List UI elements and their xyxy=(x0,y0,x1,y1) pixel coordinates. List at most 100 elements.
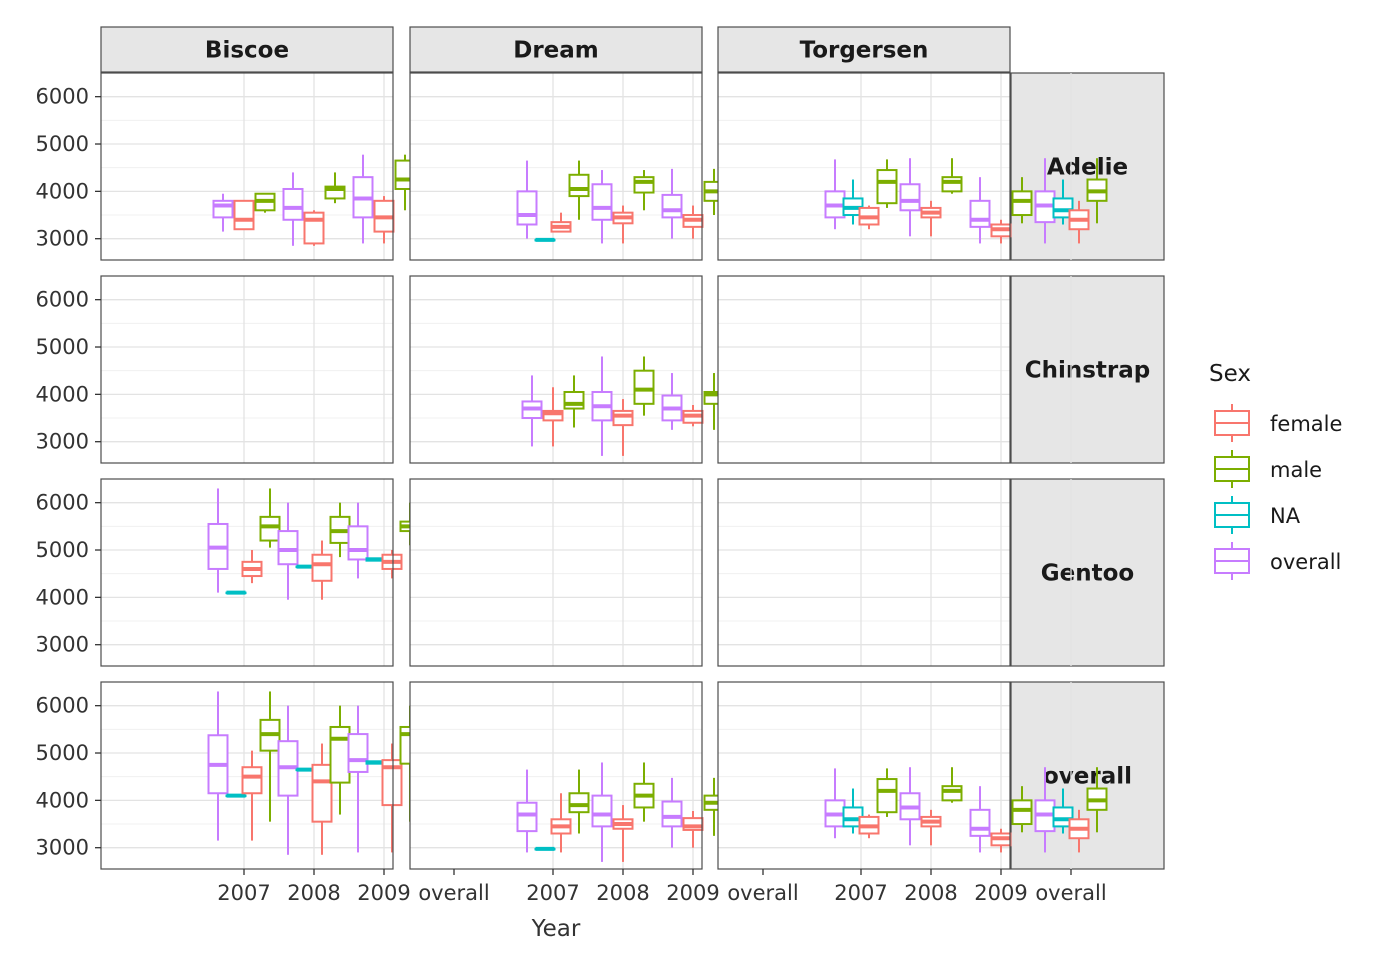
y-tick-label: 4000 xyxy=(36,179,89,203)
box-iqr xyxy=(563,390,585,410)
panel-border xyxy=(409,275,703,464)
box-female-2008 xyxy=(311,743,333,855)
box-overall-2007 xyxy=(521,375,543,447)
box-overall-2009 xyxy=(661,373,683,430)
box-iqr xyxy=(311,763,333,823)
box-overall-2008 xyxy=(591,170,613,244)
box-iqr xyxy=(259,515,281,542)
x-tick-label: 2009 xyxy=(357,881,410,905)
box-overall-2008 xyxy=(277,502,299,600)
y-tick-label: 3000 xyxy=(36,430,89,454)
strip-label-col-1: Dream xyxy=(513,38,599,64)
box-female-2007 xyxy=(241,750,263,841)
box-iqr xyxy=(329,725,351,784)
box-female-2008 xyxy=(303,210,325,246)
panel-border xyxy=(717,681,1011,870)
panel-border xyxy=(717,72,1011,261)
box-male-2009 xyxy=(1011,786,1033,833)
x-tick-label: 2009 xyxy=(974,881,1027,905)
panel-bg xyxy=(718,276,1010,463)
strip-row-2 xyxy=(1010,478,1165,667)
panel-3-2 xyxy=(717,681,1108,870)
legend-key-female xyxy=(1214,404,1250,442)
panel-border xyxy=(100,681,394,870)
panel-border xyxy=(409,72,703,261)
box-overall-2008 xyxy=(591,356,613,456)
strip-label-row-2: Gentoo xyxy=(1041,561,1134,587)
box-female-2009 xyxy=(373,196,395,244)
box-overall-2009 xyxy=(969,786,991,853)
strip-label-row-3: overall xyxy=(1043,764,1132,790)
box-male-2008 xyxy=(324,172,346,204)
y-tick-label: 5000 xyxy=(36,741,89,765)
panel-bg xyxy=(410,479,702,666)
box-iqr xyxy=(233,199,255,231)
legend-label-male: male xyxy=(1270,458,1322,482)
x-tick-label: 2008 xyxy=(904,881,957,905)
box-male-2008 xyxy=(633,170,655,211)
y-tick-label: 3000 xyxy=(36,633,89,657)
box-iqr xyxy=(941,176,963,193)
box-iqr xyxy=(241,766,263,795)
x-tick-label: 2007 xyxy=(834,881,887,905)
panel-bg xyxy=(101,276,393,463)
box-female-2008 xyxy=(612,205,634,244)
legend-title: Sex xyxy=(1209,361,1251,387)
y-tick-label: 5000 xyxy=(36,132,89,156)
box-male-2007 xyxy=(254,192,276,213)
panel-bg xyxy=(718,73,1010,260)
box-iqr xyxy=(876,778,898,814)
panel-border xyxy=(409,681,703,870)
box-male-2008 xyxy=(941,158,963,194)
box-male-overall xyxy=(1086,158,1108,224)
box-iqr xyxy=(1011,799,1033,826)
box-iqr xyxy=(347,733,369,773)
box-overall-2009 xyxy=(347,502,369,579)
y-tick-label: 6000 xyxy=(36,491,89,515)
legend-label-female: female xyxy=(1270,412,1342,436)
strip-col-0 xyxy=(100,26,394,73)
box-overall-2008 xyxy=(591,762,613,862)
box-overall-2008 xyxy=(282,172,304,246)
box-overall-2008 xyxy=(277,705,299,855)
box-male-2007 xyxy=(259,691,281,822)
panel-bg xyxy=(410,682,702,869)
strip-label-row-1: Chinstrap xyxy=(1025,358,1151,384)
panel-1-2 xyxy=(717,275,1072,464)
box-NA-2007 xyxy=(534,846,556,851)
box-female-2007 xyxy=(233,199,255,231)
box-female-2009 xyxy=(381,550,403,579)
x-tick-label: 2007 xyxy=(217,881,270,905)
legend-key-overall xyxy=(1214,542,1250,580)
box-iqr xyxy=(381,759,403,807)
box-female-2007 xyxy=(241,550,263,584)
box-male-overall xyxy=(1086,767,1108,833)
panel-border xyxy=(100,478,394,667)
panel-3-0 xyxy=(100,681,491,870)
box-overall-2008 xyxy=(899,767,921,846)
box-overall-2007 xyxy=(516,160,538,239)
box-overall-2009 xyxy=(661,168,683,239)
box-iqr xyxy=(542,409,564,422)
box-male-2008 xyxy=(633,356,655,416)
box-iqr xyxy=(516,190,538,226)
box-female-2008 xyxy=(920,200,942,237)
strip-col-2 xyxy=(717,26,1011,73)
panel-2-2 xyxy=(717,478,1072,667)
y-tick-label: 6000 xyxy=(36,694,89,718)
y-tick-label: 3000 xyxy=(36,227,89,251)
panel-bg xyxy=(718,479,1010,666)
box-female-2007 xyxy=(858,814,880,839)
box-male-2008 xyxy=(633,762,655,822)
panel-bg xyxy=(101,73,393,260)
panel-3-1 xyxy=(409,681,800,870)
box-male-2008 xyxy=(329,705,351,815)
box-male-2009 xyxy=(1011,177,1033,224)
x-tick-label: overall xyxy=(1035,881,1106,905)
box-iqr xyxy=(876,169,898,205)
x-tick-label: 2008 xyxy=(287,881,340,905)
box-iqr xyxy=(661,193,683,219)
x-tick-label: overall xyxy=(727,881,798,905)
box-NA-overall xyxy=(1052,179,1074,225)
